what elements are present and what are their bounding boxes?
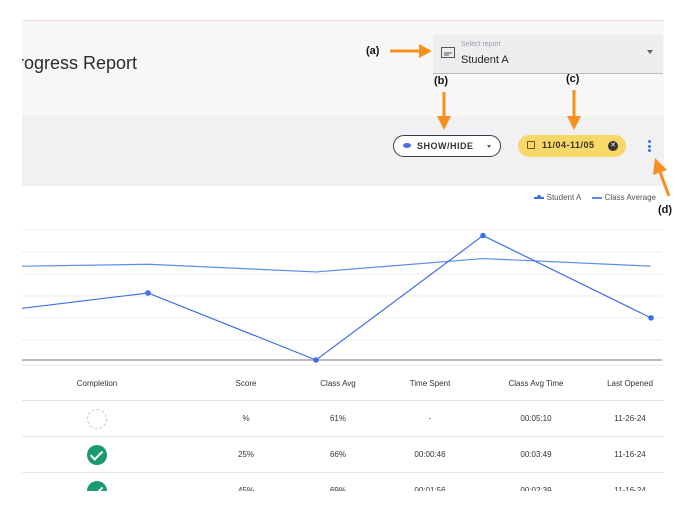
time-spent-cell: - xyxy=(384,400,476,437)
chart-legend: Student A Class Average xyxy=(526,193,656,202)
annotation-label-a: (a) xyxy=(366,45,380,57)
series-line-class-average xyxy=(22,257,652,273)
column-header-score[interactable]: Score xyxy=(200,366,292,401)
report-frame: rogress Report Select report Student A S… xyxy=(22,20,664,491)
results-table: Completion Score Class Avg Time Spent Cl… xyxy=(22,366,664,491)
check-circle-icon xyxy=(87,480,107,491)
class-avg-time-cell: 00:03:49 xyxy=(476,436,596,473)
class-avg-cell: 61% xyxy=(292,400,384,437)
show-hide-label: SHOW/HIDE xyxy=(417,141,474,151)
data-point[interactable] xyxy=(145,290,151,296)
progress-chart: Student A Class Average xyxy=(22,186,664,366)
class-avg-time-cell: 00:05:10 xyxy=(476,400,596,437)
completion-cell xyxy=(22,400,172,437)
line-chart xyxy=(22,229,662,363)
annotation-label-d: (d) xyxy=(658,204,673,216)
chevron-down-icon xyxy=(647,50,653,54)
time-spent-cell: 00:01:56 xyxy=(384,472,476,491)
last-opened-cell: 11-16-24 xyxy=(596,436,664,473)
score-cell: 25% xyxy=(200,436,292,473)
score-cell: % xyxy=(200,400,292,437)
annotation-label-b: (b) xyxy=(434,75,449,87)
spacer-cell xyxy=(172,400,200,437)
report-select[interactable]: Select report Student A xyxy=(433,35,663,74)
select-report-label: Select report xyxy=(461,41,501,48)
legend-item-student[interactable]: Student A xyxy=(533,193,582,202)
calendar-icon xyxy=(527,141,535,149)
completion-cell xyxy=(22,436,172,473)
legend-label-student: Student A xyxy=(546,193,582,202)
table-row[interactable]: 45% 69% 00:01:56 00:02:39 11-16-24 xyxy=(22,472,664,491)
table-header-row: Completion Score Class Avg Time Spent Cl… xyxy=(22,366,664,401)
date-range-chip[interactable]: 11/04-11/05 ✕ xyxy=(518,135,626,157)
legend-label-class-average: Class Average xyxy=(604,193,656,202)
annotation-label-c: (c) xyxy=(566,73,580,85)
data-point[interactable] xyxy=(313,357,319,363)
series-line-student-a xyxy=(22,234,652,361)
column-header-completion[interactable]: Completion xyxy=(22,366,172,401)
check-circle-icon xyxy=(87,444,107,465)
data-point[interactable] xyxy=(648,315,654,321)
page-title: rogress Report xyxy=(22,53,138,73)
legend-item-class-average[interactable]: Class Average xyxy=(591,193,656,202)
column-spacer xyxy=(172,366,200,401)
show-hide-button[interactable]: SHOW/HIDE xyxy=(393,135,501,157)
class-avg-cell: 66% xyxy=(292,436,384,473)
filter-toolbar: SHOW/HIDE 11/04-11/05 ✕ xyxy=(22,116,664,186)
score-cell: 45% xyxy=(200,472,292,491)
eye-icon xyxy=(403,143,411,148)
more-options-icon[interactable] xyxy=(646,140,652,154)
column-header-class-avg[interactable]: Class Avg xyxy=(292,366,384,401)
report-header: rogress Report Select report Student A xyxy=(22,21,664,117)
column-header-time-spent[interactable]: Time Spent xyxy=(384,366,476,401)
column-header-last-opened[interactable]: Last Opened xyxy=(596,366,664,401)
spacer-cell xyxy=(172,472,200,491)
spacer-cell xyxy=(172,436,200,473)
completion-cell xyxy=(22,472,172,491)
report-icon xyxy=(441,47,455,58)
select-report-value: Student A xyxy=(461,54,509,66)
time-spent-cell: 00:00:46 xyxy=(384,436,476,473)
last-opened-cell: 11-26-24 xyxy=(596,400,664,437)
last-opened-cell: 11-16-24 xyxy=(596,472,664,491)
class-avg-time-cell: 00:02:39 xyxy=(476,472,596,491)
chevron-down-icon xyxy=(487,145,491,148)
data-point[interactable] xyxy=(480,232,486,239)
table-row[interactable]: % 61% - 00:05:10 11-26-24 xyxy=(22,400,664,437)
class-avg-cell: 69% xyxy=(292,472,384,491)
pending-icon xyxy=(87,408,107,429)
date-range-label: 11/04-11/05 xyxy=(542,140,595,150)
clear-date-icon[interactable]: ✕ xyxy=(608,141,618,151)
column-header-class-avg-time[interactable]: Class Avg Time xyxy=(476,366,596,401)
table-row[interactable]: 25% 66% 00:00:46 00:03:49 11-16-24 xyxy=(22,436,664,473)
